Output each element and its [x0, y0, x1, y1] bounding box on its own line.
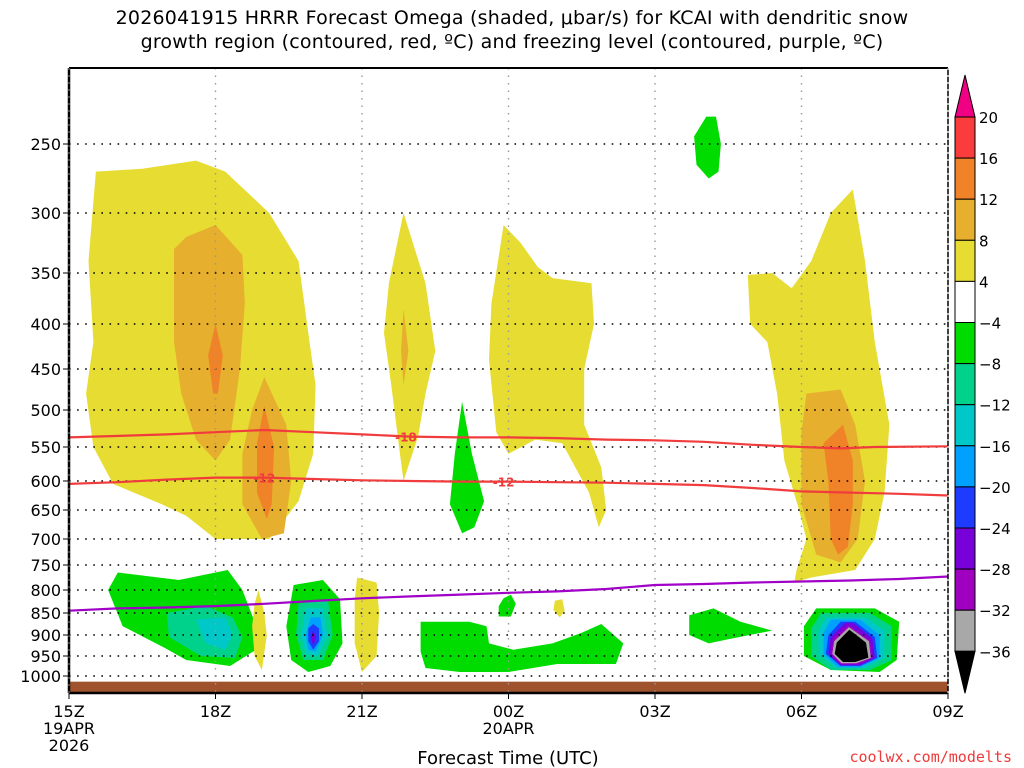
omega-region-green-region-spike [449, 401, 485, 534]
colorbar-segment [954, 322, 976, 365]
colorbar-label: −24 [979, 520, 1011, 538]
colorbar-label: 16 [979, 150, 998, 168]
colorbar-label: −28 [979, 561, 1011, 579]
omega-region-yellow-region-small2 [354, 577, 380, 672]
grid-layer [69, 68, 948, 693]
omega-region-orange-region-b [401, 308, 409, 386]
y-tick-label: 850 [30, 604, 61, 623]
omega-region-yellow-region-small1 [252, 590, 267, 670]
x-tick-label: 03Z [639, 702, 670, 721]
colorbar-label: 4 [979, 273, 989, 291]
x-tick-label: 00Z [493, 702, 524, 721]
omega-region-yellow-region-small3 [553, 599, 565, 618]
colorbar-label: 20 [979, 109, 998, 127]
chart-title-line-2: growth region (contoured, red, ºC) and f… [140, 31, 884, 53]
y-tick-label: 1000 [20, 667, 61, 686]
y-tick-label: 350 [30, 264, 61, 283]
colorbar-segment [954, 404, 976, 447]
colorbar-extend-min [954, 650, 976, 694]
omega-region-green-region-top [694, 116, 721, 179]
omega-region-yellow-region-c [489, 225, 607, 528]
colorbar-label: −16 [979, 438, 1011, 456]
contour-dgz-minus12 [68, 476, 949, 497]
omega-region-storm-black [834, 629, 869, 662]
contour-freezing-level [68, 575, 949, 612]
y-tick-label: 250 [30, 135, 61, 154]
y-tick-label: 300 [30, 204, 61, 223]
contour-label-dgz-minus12: -12 [493, 476, 515, 490]
x-axis-title: Forecast Time (UTC) [417, 748, 598, 768]
x-tick-sublabel: 19APR [43, 719, 95, 738]
y-tick-label: 400 [30, 315, 61, 334]
colorbar-label: −8 [979, 356, 1001, 374]
y-tick-label: 800 [30, 581, 61, 600]
ground-bar [70, 681, 948, 693]
colorbar-label: −20 [979, 479, 1011, 497]
y-tick-label: 550 [30, 438, 61, 457]
colorbar-label: −32 [979, 602, 1011, 620]
y-tick-label: 700 [30, 530, 61, 549]
omega-shading-layer [86, 116, 900, 672]
colorbar-segment [954, 157, 976, 200]
x-tick-label: 18Z [200, 702, 231, 721]
y-tick-label: 950 [30, 647, 61, 666]
omega-region-yellow-region-b [384, 213, 436, 481]
y-tick-label: 750 [30, 556, 61, 575]
x-tick-label: 06Z [786, 702, 817, 721]
contour-label-dgz-minus18: -18 [395, 430, 417, 444]
colorbar-segment [954, 527, 976, 570]
colorbar-segment [954, 116, 976, 159]
colorbar-label: −4 [979, 315, 1001, 333]
colorbar-extend-max [954, 74, 976, 118]
colorbar-segment [954, 239, 976, 282]
x-tick-label: 21Z [346, 702, 377, 721]
ground-layer [70, 681, 948, 693]
y-tick-label: 500 [30, 401, 61, 420]
colorbar-segment [954, 445, 976, 488]
y-tick-label: 900 [30, 626, 61, 645]
colorbar: 20 16 12 8 4 −4 −8 −12 −16 −20 −24 −28 −32 −36 [954, 74, 1011, 694]
y-tick-label: 450 [30, 360, 61, 379]
colorbar-label: 12 [979, 191, 998, 209]
axes-layer: 250 300 350 400 450 500 550 600 650 700 750 800 850 9… [20, 67, 964, 755]
colorbar-label: 8 [979, 232, 989, 250]
omega-region-green-region-low3 [420, 621, 624, 672]
omega-region-red-region-a2 [257, 405, 275, 519]
y-tick-label: 650 [30, 501, 61, 520]
colorbar-segment [954, 363, 976, 406]
colorbar-segment [954, 568, 976, 611]
omega-region-cyan-region-low1 [196, 617, 233, 650]
chart-title-line-1: 2026041915 HRRR Forecast Omega (shaded, … [115, 7, 909, 29]
omega-region-red-region-a1 [208, 324, 223, 394]
contour-dgz-minus18 [68, 428, 949, 450]
colorbar-segment [954, 486, 976, 529]
colorbar-segment [954, 198, 976, 241]
omega-region-red-region-d [823, 424, 853, 555]
x-tick-sublabel: 20APR [482, 719, 534, 738]
omega-region-green-region-low4 [498, 594, 516, 617]
contour-layer: -18 -12 -12 [68, 428, 949, 612]
y-tick-label: 600 [30, 472, 61, 491]
x-tick-label: 15Z [53, 702, 84, 721]
x-tick-label: 09Z [932, 702, 963, 721]
credit-link[interactable]: coolwx.com/modelts [849, 748, 1012, 766]
x-tick-sublabel: 2026 [49, 736, 90, 755]
omega-region-orange-region-a1 [174, 225, 245, 461]
contour-label-dgz-minus12: -12 [253, 472, 275, 486]
colorbar-label: −12 [979, 397, 1011, 415]
colorbar-label: −36 [979, 643, 1011, 661]
colorbar-segment [954, 609, 976, 652]
chart-title: 2026041915 HRRR Forecast Omega (shaded, … [0, 6, 1024, 54]
colorbar-segment [954, 280, 976, 323]
